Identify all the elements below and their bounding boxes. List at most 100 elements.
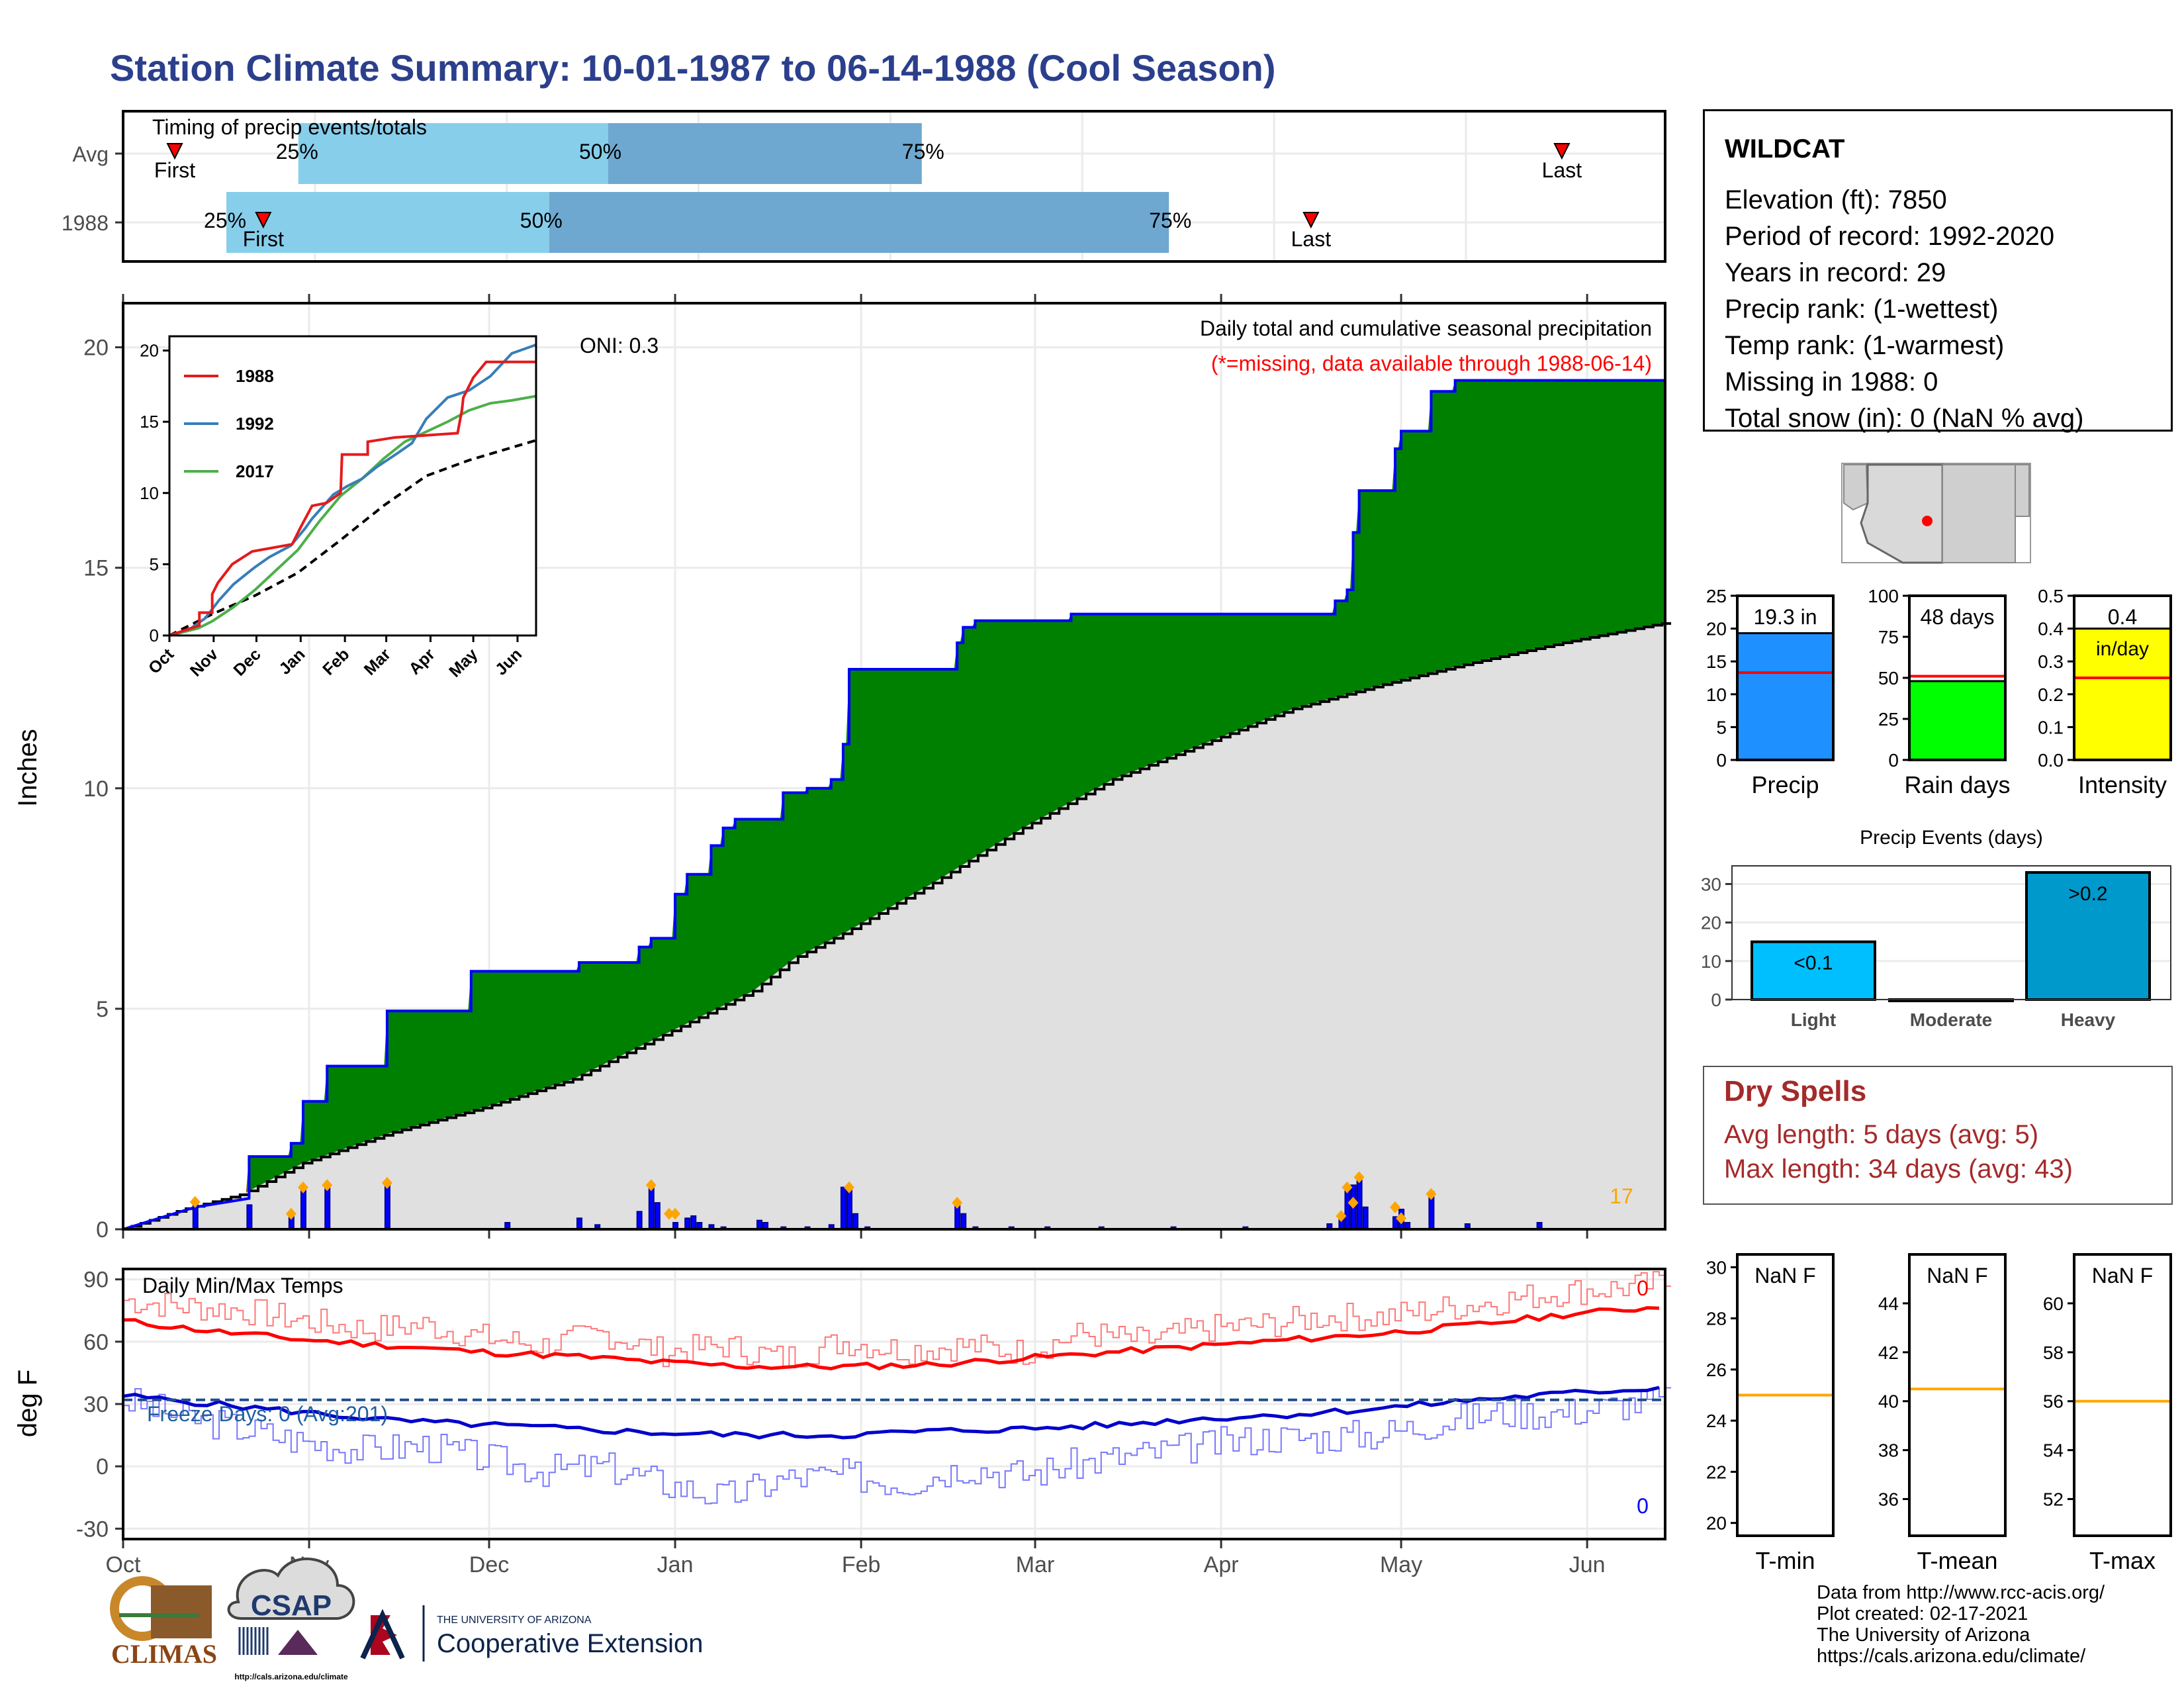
intensity-value-unit: in/day <box>2096 638 2149 660</box>
intensity-y-tick-label: 0.3 <box>2038 651 2064 672</box>
precip-daily-bar <box>960 1213 967 1231</box>
tmin-daily-line <box>123 1387 1672 1505</box>
temp-panel-border <box>122 1268 1666 1540</box>
timing-q75-label: 75% <box>902 140 944 164</box>
precip-daily-bar <box>846 1189 853 1230</box>
precip-events-bar-label: <0.1 <box>1794 953 1833 974</box>
precip-events-border <box>1731 865 2171 1000</box>
precip-total-category-label: Precip <box>1751 771 1819 798</box>
inset-average-line <box>169 439 537 637</box>
station-missing: Missing in 1988: 0 <box>1725 367 1938 397</box>
t-mean-border <box>1908 1253 2007 1537</box>
t-mean-y-tick-label: 40 <box>1878 1391 1899 1412</box>
precip-event-marker <box>189 1196 201 1208</box>
precip-event-marker <box>844 1181 855 1194</box>
timing-last-label: Last <box>1291 227 1332 251</box>
t-max-border <box>2073 1253 2172 1537</box>
timing-first-marker <box>255 212 272 229</box>
precip-daily-bar <box>690 1215 697 1230</box>
timing-row-label: Avg <box>72 142 109 166</box>
t-mean-y-tick-label: 36 <box>1878 1489 1899 1510</box>
timing-first-marker <box>166 143 183 160</box>
tmax-average-line <box>122 1306 1660 1371</box>
t-min-category-label: T-min <box>1756 1547 1815 1574</box>
t-mean-value-label: NaN F <box>1927 1264 1987 1288</box>
rain-days-bar <box>1908 680 2007 761</box>
precip-panel-subtitle: (*=missing, data available through 1988-… <box>1211 352 1652 375</box>
precip-corner-count: 17 <box>1610 1184 1633 1208</box>
precip-event-marker <box>664 1207 675 1220</box>
precip-daily-bar <box>246 1204 253 1230</box>
precip-daily-bar <box>684 1217 691 1230</box>
rain-days-y-tick-label: 25 <box>1878 709 1899 729</box>
precip-daily-bar <box>954 1204 961 1230</box>
intensity-y-tick-label: 0.2 <box>2038 684 2064 705</box>
precip-y-tick-label: 5 <box>96 997 109 1022</box>
timing-panel-border <box>122 110 1666 263</box>
timing-row-label: 1988 <box>62 211 109 235</box>
t-min-y-tick-label: 28 <box>1706 1309 1727 1329</box>
precip-events-bar <box>1751 940 1876 1002</box>
inset-series-1988-line <box>169 360 536 637</box>
inset-legend-label: 1988 <box>236 366 274 386</box>
t-max-bg <box>2074 1254 2171 1536</box>
timing-q25-label: 25% <box>276 140 318 164</box>
rain-days-y-tick-label: 100 <box>1868 586 1899 606</box>
timing-q50-label: 50% <box>579 140 621 164</box>
month-axis-label: Feb <box>842 1552 881 1577</box>
inset-y-tick-label: 0 <box>150 626 159 645</box>
timing-last-marker <box>1302 212 1320 229</box>
precip-daily-bar <box>840 1186 846 1231</box>
map-state-west <box>1843 464 1869 511</box>
timing-bar-q25-q50 <box>298 123 609 184</box>
timing-first-label: First <box>154 158 195 182</box>
timing-bar-q50-q75 <box>608 123 922 184</box>
precip-event-marker <box>285 1207 296 1220</box>
credit-line-url: https://cals.arizona.edu/climate/ <box>1817 1646 2086 1667</box>
precip-total-border <box>1736 594 1835 761</box>
inset-legend-label: 1992 <box>236 414 274 434</box>
precip-daily-bar <box>1362 1206 1369 1230</box>
precip-total-bar <box>1736 632 1835 761</box>
freeze-days-label: Freeze Days: 0 (Avg:201) <box>147 1402 388 1426</box>
precip-y-tick-label: 10 <box>83 776 109 802</box>
precip-total-value-label: 19.3 in <box>1753 605 1817 629</box>
month-axis-label: Jun <box>1569 1552 1606 1577</box>
precip-y-tick-label: 20 <box>83 336 109 361</box>
timing-q25-label: 25% <box>204 209 246 232</box>
precip-events-y-tick-label: 10 <box>1701 951 1721 972</box>
precip-events-category-label: Light <box>1791 1009 1836 1030</box>
rain-days-y-tick-label: 75 <box>1878 627 1899 647</box>
map-state-new-mexico <box>1942 464 2016 563</box>
precip-panel-title: Daily total and cumulative seasonal prec… <box>1200 316 1652 340</box>
rain-days-category-label: Rain days <box>1904 771 2010 798</box>
t-min-y-tick-label: 30 <box>1706 1257 1727 1278</box>
precip-y-tick-label: 0 <box>96 1217 109 1243</box>
precip-event-marker <box>952 1197 963 1209</box>
t-mean-category-label: T-mean <box>1917 1547 1997 1574</box>
month-axis-label: Apr <box>1204 1552 1239 1577</box>
t-min-border <box>1736 1253 1835 1537</box>
precip-daily-bar <box>636 1211 643 1231</box>
precip-daily-bar <box>1356 1178 1363 1230</box>
timing-title: Timing of precip events/totals <box>152 115 427 139</box>
precip-total-y-tick-label: 25 <box>1706 586 1727 606</box>
month-axis-label: Jan <box>657 1552 694 1577</box>
t-mean-y-tick-label: 38 <box>1878 1440 1899 1461</box>
precip-total-y-tick-label: 10 <box>1706 684 1727 705</box>
precip-event-marker <box>1396 1212 1407 1225</box>
csap-logo-text: CSAP <box>251 1589 332 1622</box>
station-info-panel: WILDCAT Elevation (ft): 7850 Period of r… <box>1703 109 2173 433</box>
precip-event-marker <box>381 1177 392 1190</box>
intensity-border <box>2073 594 2172 761</box>
t-min-value-label: NaN F <box>1754 1264 1815 1288</box>
precip-event-marker <box>1342 1181 1353 1194</box>
temp-y-tick-label: 0 <box>96 1454 109 1479</box>
t-max-y-tick-label: 52 <box>2043 1489 2064 1510</box>
inset-legend-label: 2017 <box>236 461 274 481</box>
footer-credits: Data from http://www.rcc-acis.org/ Plot … <box>1817 1582 2105 1667</box>
precip-daily-bar <box>576 1217 583 1230</box>
precip-event-marker <box>1426 1188 1437 1200</box>
precip-total-y-tick-label: 0 <box>1716 750 1727 771</box>
credit-line-university: The University of Arizona <box>1817 1624 2030 1646</box>
